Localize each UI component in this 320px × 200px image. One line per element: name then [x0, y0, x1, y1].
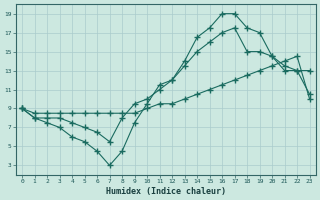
X-axis label: Humidex (Indice chaleur): Humidex (Indice chaleur)	[106, 187, 226, 196]
